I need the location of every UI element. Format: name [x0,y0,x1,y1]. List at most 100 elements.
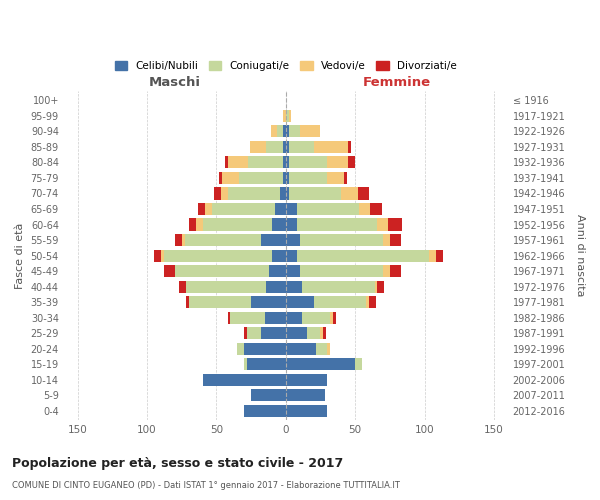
Bar [286,172,347,184]
Text: COMUNE DI CINTO EUGANEO (PD) - Dati ISTAT 1° gennaio 2017 - Elaborazione TUTTITA: COMUNE DI CINTO EUGANEO (PD) - Dati ISTA… [12,481,400,490]
Bar [230,312,286,324]
Bar [266,141,286,153]
Bar [286,218,388,230]
Bar [251,296,286,308]
Bar [286,405,328,417]
Bar [286,172,289,184]
Bar [286,296,314,308]
Bar [286,327,320,339]
Bar [286,126,320,138]
Bar [286,188,341,200]
Bar [286,126,289,138]
Bar [286,172,344,184]
Bar [286,374,328,386]
Bar [250,141,286,153]
Bar [286,389,325,402]
Bar [286,405,328,417]
Bar [286,234,299,246]
Bar [175,265,286,277]
Bar [286,110,289,122]
Bar [230,312,286,324]
Bar [161,250,286,262]
Bar [286,374,328,386]
Bar [286,389,325,402]
Bar [237,342,286,355]
Bar [244,358,286,370]
Bar [286,265,299,277]
Bar [286,358,362,370]
Legend: Celibi/Nubili, Coniugati/e, Vedovi/e, Divorziati/e: Celibi/Nubili, Coniugati/e, Vedovi/e, Di… [110,56,461,75]
Bar [286,110,292,122]
Bar [186,280,286,292]
Bar [286,265,401,277]
Bar [286,203,382,215]
Bar [203,218,286,230]
Bar [286,265,390,277]
Bar [271,126,286,138]
Bar [286,218,403,230]
Bar [186,280,286,292]
Bar [286,327,307,339]
Bar [175,234,286,246]
Bar [265,312,286,324]
Bar [247,358,286,370]
Bar [286,358,362,370]
Bar [286,126,299,138]
Bar [286,188,369,200]
Bar [188,296,286,308]
Bar [154,250,286,262]
Bar [244,405,286,417]
Bar [251,389,286,402]
Bar [286,203,370,215]
Bar [239,172,286,184]
Bar [272,250,286,262]
Bar [214,188,286,200]
Bar [203,374,286,386]
Bar [247,327,286,339]
Bar [286,218,377,230]
Bar [182,234,286,246]
Bar [286,342,328,355]
Bar [227,188,286,200]
Bar [221,188,286,200]
Bar [222,172,286,184]
Bar [286,296,376,308]
Bar [237,342,286,355]
Y-axis label: Fasce di età: Fasce di età [15,222,25,289]
Bar [286,374,328,386]
Bar [286,203,297,215]
Text: Femmine: Femmine [363,76,431,90]
Bar [286,250,443,262]
Bar [244,405,286,417]
Bar [286,342,330,355]
Bar [286,203,359,215]
Bar [186,296,286,308]
Bar [275,203,286,215]
Bar [286,342,330,355]
Bar [251,389,286,402]
Bar [283,141,286,153]
Bar [286,280,374,292]
Bar [286,156,355,168]
Bar [286,265,383,277]
Bar [286,296,366,308]
Bar [286,296,369,308]
Bar [286,280,385,292]
Bar [283,110,286,122]
Bar [250,141,286,153]
Bar [261,327,286,339]
Bar [286,327,326,339]
Bar [283,156,286,168]
Bar [244,405,286,417]
Bar [227,156,286,168]
Bar [286,172,328,184]
Bar [244,342,286,355]
Bar [247,327,286,339]
Bar [286,312,336,324]
Bar [280,188,286,200]
Bar [251,389,286,402]
Bar [286,280,302,292]
Bar [277,126,286,138]
Bar [283,172,286,184]
Bar [286,156,328,168]
